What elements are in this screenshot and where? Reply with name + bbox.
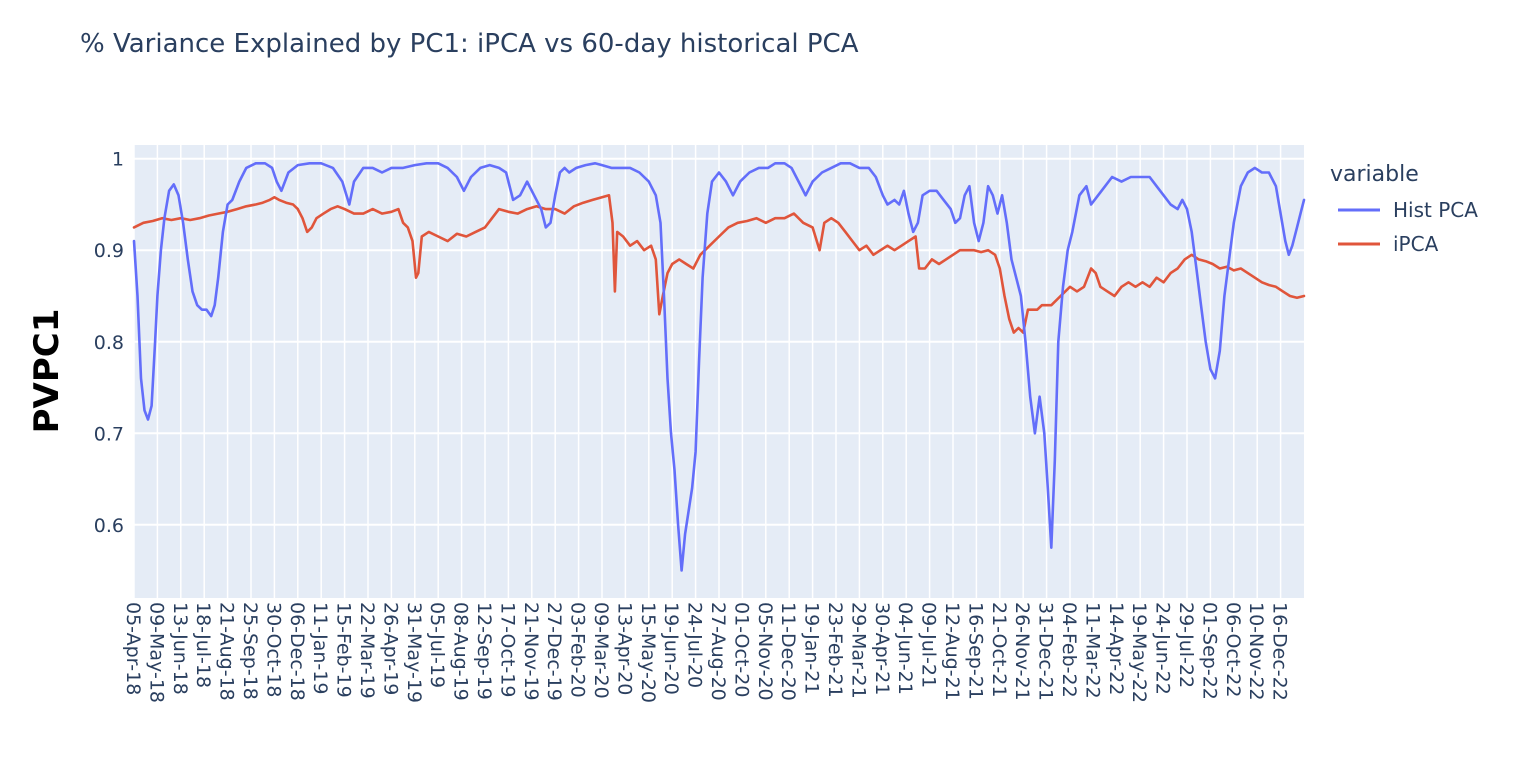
x-tick-label: 26-Nov-21 [1011, 602, 1033, 701]
x-tick-label: 21-Nov-19 [520, 602, 542, 701]
x-tick-label: 21-Aug-18 [216, 602, 238, 701]
x-tick-label: 25-Sep-18 [239, 602, 261, 700]
x-tick-label: 11-Mar-22 [1081, 602, 1103, 699]
y-tick-label: 0.7 [94, 423, 124, 445]
x-tick-label: 18-Jul-18 [192, 602, 214, 688]
legend-item-label: Hist PCA [1393, 198, 1478, 222]
x-tick-label: 16-Dec-22 [1269, 602, 1291, 701]
y-axis-label: PVPC1 [27, 309, 67, 434]
x-tick-label: 08-Aug-19 [450, 602, 472, 701]
x-tick-label: 09-Mar-20 [590, 602, 612, 699]
x-tick-label: 01-Oct-20 [730, 602, 752, 697]
x-tick-label: 27-Dec-19 [543, 602, 565, 701]
x-tick-label: 04-Feb-22 [1058, 602, 1080, 698]
x-tick-label: 31-Dec-21 [1035, 602, 1057, 701]
x-tick-label: 23-Feb-21 [824, 602, 846, 698]
x-tick-label: 12-Sep-19 [473, 602, 495, 700]
x-tick-label: 19-Jan-21 [801, 602, 823, 694]
x-tick-label: 24-Jun-22 [1152, 602, 1174, 695]
x-tick-label: 15-May-20 [637, 602, 659, 703]
x-tick-label: 05-Nov-20 [754, 602, 776, 701]
x-tick-label: 03-Feb-20 [567, 602, 589, 698]
x-tick-label: 10-Nov-22 [1245, 602, 1267, 701]
x-gridlines [133, 145, 1282, 598]
series-line-ipca [132, 194, 1306, 334]
x-tick-label: 29-Mar-21 [847, 602, 869, 699]
x-tick-label: 05-Apr-18 [122, 602, 144, 695]
x-tick-label: 19-May-22 [1128, 602, 1150, 703]
x-tick-label: 14-Apr-22 [1105, 602, 1127, 695]
x-tick-label: 15-Feb-19 [333, 602, 355, 698]
x-tick-label: 26-Apr-19 [379, 602, 401, 695]
series-line-hist-pca [132, 162, 1306, 572]
x-tick-label: 30-Apr-21 [871, 602, 893, 695]
x-tick-label: 22-Mar-19 [356, 602, 378, 699]
y-tick-label: 0.8 [94, 332, 124, 354]
y-tick-label: 0.6 [94, 515, 124, 537]
x-tick-label: 13-Jun-18 [169, 602, 191, 695]
x-tick-label: 04-Jun-21 [894, 602, 916, 695]
x-tick-label: 06-Oct-22 [1222, 602, 1244, 697]
legend-item-label: iPCA [1393, 232, 1439, 256]
x-tick-label: 09-May-18 [145, 602, 167, 703]
x-tick-label: 24-Jul-20 [684, 602, 706, 688]
x-tick-label: 16-Sep-21 [964, 602, 986, 700]
x-tick-label: 11-Jan-19 [309, 602, 331, 694]
x-tick-label: 30-Oct-18 [262, 602, 284, 697]
series-layer [132, 162, 1306, 572]
x-tick-label: 21-Oct-21 [988, 602, 1010, 697]
chart-title: % Variance Explained by PC1: iPCA vs 60-… [80, 29, 859, 59]
x-tick-label: 09-Jul-21 [918, 602, 940, 688]
x-tick-label: 19-Jun-20 [660, 602, 682, 695]
legend-title: variable [1330, 162, 1419, 187]
x-tick-label: 12-Aug-21 [941, 602, 963, 701]
legend: variable Hist PCA iPCA [1330, 162, 1478, 256]
x-tick-label: 06-Dec-18 [286, 602, 308, 701]
legend-items: Hist PCA iPCA [1338, 198, 1478, 256]
x-tick-label: 13-Apr-20 [613, 602, 635, 695]
x-tick-label: 01-Sep-22 [1198, 602, 1220, 700]
y-tick-label: 0.9 [94, 240, 124, 262]
y-axis-ticks: 0.6 0.7 0.8 0.9 1 [94, 149, 124, 537]
x-tick-label: 31-May-19 [403, 602, 425, 703]
x-tick-label: 29-Jul-22 [1175, 602, 1197, 688]
x-tick-label: 05-Jul-19 [426, 602, 448, 688]
y-tick-label: 1 [112, 149, 124, 171]
x-tick-label: 17-Oct-19 [496, 602, 518, 697]
x-axis-ticks: 05-Apr-18 09-May-18 13-Jun-18 18-Jul-18 21-A… [122, 602, 1291, 703]
x-tick-label: 27-Aug-20 [707, 602, 729, 701]
x-tick-label: 11-Dec-20 [777, 602, 799, 701]
